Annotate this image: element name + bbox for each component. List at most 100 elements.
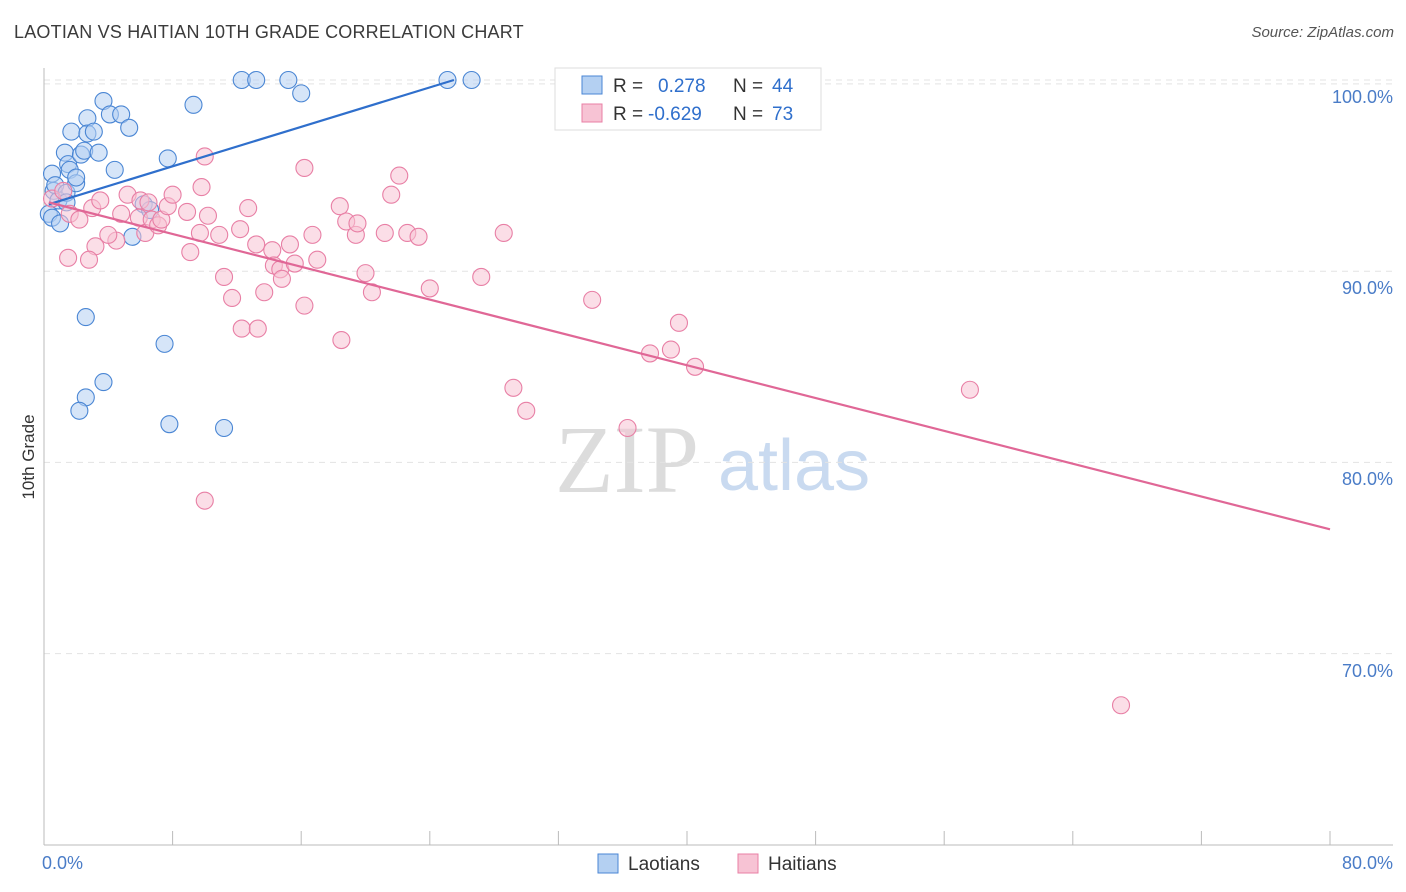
chart-title: LAOTIAN VS HAITIAN 10TH GRADE CORRELATIO… [14,22,524,42]
data-point-haitians-59 [332,330,351,350]
data-point-laotians-12 [62,122,81,141]
data-point-haitians-33 [263,241,282,260]
data-point-haitians-25 [198,206,218,225]
stats-swatch-laotians [581,75,603,95]
data-point-haitians-49 [420,279,439,298]
data-point-haitians-1 [54,181,73,200]
data-point-haitians-7 [59,248,78,267]
data-point-laotians-19 [84,122,103,141]
data-point-laotians-42 [160,415,179,434]
legend-swatch-haitians [737,853,759,874]
data-point-laotians-36 [76,308,95,327]
stats-n-value-laotians: 44 [772,76,794,97]
data-point-haitians-28 [223,288,242,308]
stats-r-value-laotians: 0.278 [658,76,706,97]
data-point-haitians-23 [181,243,200,262]
data-point-haitians-44 [348,214,367,233]
data-point-laotians-39 [70,401,89,420]
data-point-haitians-51 [390,166,409,185]
data-point-haitians-26 [210,225,229,244]
legend-swatch-laotians [597,853,619,874]
data-point-haitians-21 [163,185,182,204]
stats-n-label-laotians: N = [733,76,763,97]
y-tick-label-80: 80.0% [1342,469,1393,489]
data-point-haitians-55 [232,319,251,338]
data-point-haitians-56 [248,319,267,338]
data-point-haitians-67 [661,340,680,359]
data-point-haitians-64 [583,290,602,309]
trend-lines [48,78,1331,531]
trend-line-laotians [48,78,455,206]
data-point-haitians-5 [91,191,110,210]
data-point-laotians-31 [247,70,266,90]
data-point-haitians-39 [303,225,322,244]
gridlines [44,79,1393,655]
series-haitians [42,147,1131,715]
data-point-laotians-24 [112,105,131,124]
data-point-laotians-37 [94,373,113,392]
y-tick-label-100: 100.0% [1332,87,1393,107]
stats-n-label-haitians: N = [733,104,763,125]
stats-swatch-haitians [581,103,603,123]
data-point-haitians-36 [280,235,299,254]
data-point-laotians-32 [292,84,311,103]
data-point-haitians-22 [178,202,197,221]
data-point-laotians-33 [279,70,298,90]
x-tick-label-max: 80.0% [1342,853,1393,873]
data-point-haitians-54 [192,178,211,197]
data-point-haitians-32 [255,283,274,302]
data-point-haitians-48 [409,227,428,246]
data-point-haitians-27 [214,267,234,286]
stats-r-label-haitians: R = [613,104,643,125]
data-point-haitians-41 [330,197,349,216]
data-point-haitians-57 [272,269,291,288]
data-point-haitians-11 [112,204,131,223]
watermark-atlas: atlas [718,426,870,506]
data-point-haitians-68 [669,313,689,332]
legend-label-laotians: Laotians [628,854,700,875]
trend-line-haitians [48,201,1331,531]
data-point-haitians-72 [195,491,214,510]
data-point-laotians-25 [120,118,139,137]
data-point-haitians-60 [472,267,491,286]
data-point-haitians-63 [517,401,536,420]
data-point-haitians-52 [295,158,314,178]
stats-legend: R = 0.278 N = 44 R = -0.629 N = 73 [554,67,822,131]
legend-label-haitians: Haitians [768,854,837,875]
data-point-haitians-71 [1111,696,1131,715]
series-laotians [39,70,481,438]
data-point-laotians-14 [67,168,86,187]
data-point-laotians-43 [214,418,234,438]
data-point-haitians-8 [79,250,99,269]
data-point-haitians-65 [618,418,637,438]
data-point-laotians-23 [105,160,124,179]
data-point-haitians-16 [139,193,158,212]
data-point-haitians-30 [239,199,258,218]
data-point-laotians-35 [462,70,481,90]
series-legend: Laotians Haitians [597,853,837,875]
data-point-haitians-50 [382,185,401,204]
stats-r-label-laotians: R = [613,76,643,97]
data-point-laotians-41 [155,334,174,353]
data-point-haitians-38 [295,296,314,315]
data-point-haitians-29 [231,220,250,239]
data-point-haitians-10 [99,225,118,244]
data-point-haitians-31 [247,235,266,254]
x-tick-label-min: 0.0% [42,853,83,873]
stats-r-value-haitians: -0.629 [648,104,702,125]
data-point-laotians-28 [158,149,177,168]
data-point-haitians-62 [504,378,523,397]
y-tick-label-70: 70.0% [1342,661,1393,681]
data-point-laotians-29 [184,95,203,114]
data-point-haitians-40 [308,250,327,269]
stats-n-value-haitians: 73 [772,104,793,125]
data-point-haitians-45 [356,264,375,283]
data-point-haitians-46 [375,223,394,243]
data-point-haitians-61 [494,223,513,243]
data-point-haitians-70 [960,380,979,399]
source-label: Source: ZipAtlas.com [1251,24,1394,41]
y-tick-label-90: 90.0% [1342,278,1393,298]
y-axis-label: 10th Grade [19,414,38,499]
data-point-laotians-20 [89,143,108,162]
